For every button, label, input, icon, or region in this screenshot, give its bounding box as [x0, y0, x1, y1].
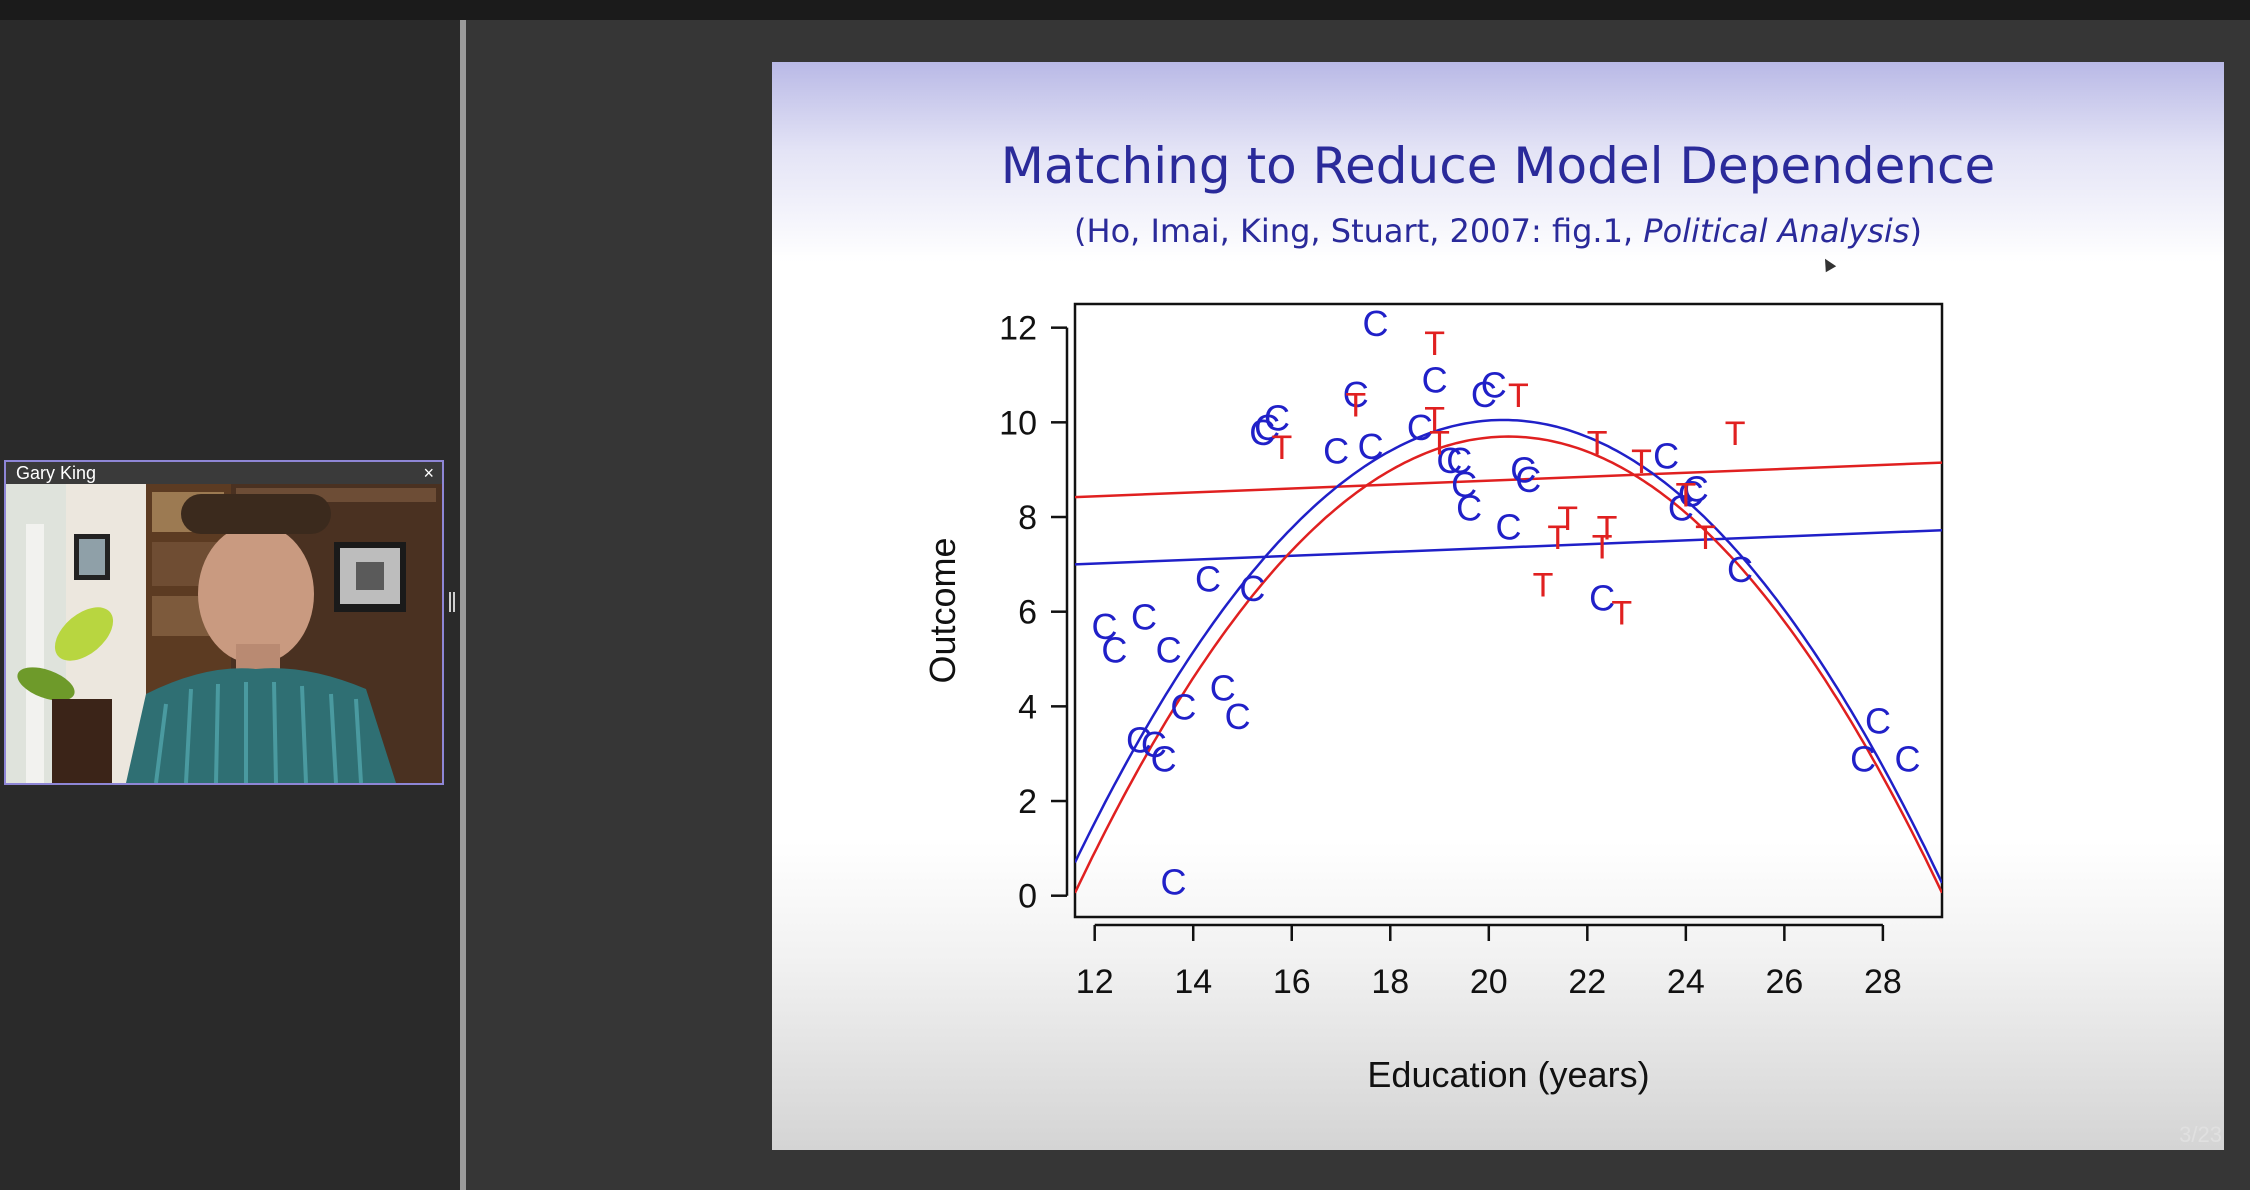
treated-point: T	[1272, 429, 1293, 467]
x-tick-label: 18	[1371, 963, 1409, 1001]
control-point: C	[1481, 364, 1507, 405]
control-point: C	[1126, 719, 1152, 760]
x-tick-label: 12	[1076, 963, 1114, 1001]
treated-point: T	[1695, 519, 1716, 557]
control-point: C	[1239, 568, 1265, 609]
control-point: C	[1170, 686, 1196, 727]
control-point: C	[1515, 459, 1541, 500]
treated-point: T	[1508, 377, 1529, 415]
control-point: C	[1407, 407, 1433, 448]
control-point: C	[1850, 738, 1876, 779]
y-tick-label: 2	[1018, 783, 1037, 821]
control-quadratic-fit	[1075, 418, 1942, 884]
control-point: C	[1101, 630, 1127, 671]
treated-point: T	[1547, 519, 1568, 557]
treated-point: T	[1597, 509, 1618, 547]
control-point: C	[1092, 606, 1118, 647]
participants-panel: Gary King ×	[0, 20, 460, 1190]
x-axis-label: Education (years)	[1367, 1054, 1649, 1095]
control-point: C	[1156, 630, 1182, 671]
control-point: C	[1436, 440, 1462, 481]
speaker-video-image	[6, 484, 442, 783]
treated-point: T	[1611, 595, 1632, 633]
treated-point: T	[1587, 424, 1608, 462]
control-point: C	[1456, 488, 1482, 529]
treated-point: T	[1424, 325, 1445, 363]
subtitle-suffix: )	[1909, 212, 1922, 250]
x-tick-label: 24	[1667, 963, 1705, 1001]
control-point: C	[1727, 549, 1753, 590]
control-point: C	[1323, 431, 1349, 472]
control-point: C	[1151, 738, 1177, 779]
x-tick-label: 22	[1568, 963, 1606, 1001]
close-icon[interactable]: ×	[423, 463, 434, 483]
treated-point: T	[1345, 386, 1366, 424]
control-point: C	[1343, 374, 1369, 415]
control-linear-fit	[1075, 529, 1942, 566]
treated-point: T	[1429, 424, 1450, 462]
control-point: C	[1422, 360, 1448, 401]
control-point: C	[1653, 435, 1679, 476]
video-title-bar: Gary King ×	[6, 462, 442, 484]
treated-quadratic-fit	[1075, 435, 1942, 894]
x-tick-label: 26	[1765, 963, 1803, 1001]
x-tick-label: 28	[1864, 963, 1902, 1001]
control-point: C	[1249, 412, 1275, 453]
control-point: C	[1210, 667, 1236, 708]
y-tick-label: 6	[1018, 594, 1037, 632]
treated-linear-fit	[1075, 461, 1942, 499]
y-tick-label: 12	[999, 310, 1037, 348]
treated-point: T	[1557, 500, 1578, 538]
participant-video-tile[interactable]: Gary King ×	[4, 460, 444, 785]
control-point: C	[1161, 861, 1187, 902]
control-point: C	[1131, 596, 1157, 637]
treated-point: T	[1631, 443, 1652, 481]
divider-drag-handle[interactable]	[449, 592, 457, 612]
y-tick-label: 4	[1018, 688, 1037, 726]
treated-point: T	[1725, 415, 1746, 453]
x-tick-label: 14	[1174, 963, 1212, 1001]
treated-point: T	[1592, 528, 1613, 566]
panel-divider[interactable]	[460, 20, 466, 1190]
x-tick-label: 16	[1273, 963, 1311, 1001]
plot-frame	[1073, 302, 1944, 919]
treated-point: T	[1675, 476, 1696, 514]
control-point: C	[1510, 450, 1536, 491]
control-point: C	[1358, 426, 1384, 467]
y-tick-label: 8	[1018, 499, 1037, 537]
slide-page-counter: 3/23	[2179, 1122, 2222, 1147]
treated-point: T	[1424, 401, 1445, 439]
control-point: C	[1683, 469, 1709, 510]
subtitle-journal: Political Analysis	[1643, 212, 1910, 250]
control-point: C	[1589, 577, 1615, 618]
control-point: C	[1141, 724, 1167, 765]
y-axis-label: Outcome	[922, 537, 963, 683]
control-point: C	[1225, 696, 1251, 737]
y-tick-label: 0	[1018, 878, 1037, 916]
participant-name: Gary King	[16, 463, 97, 483]
control-point: C	[1446, 440, 1472, 481]
top-bar	[0, 0, 2250, 20]
control-point: C	[1496, 506, 1522, 547]
video-feed	[6, 484, 442, 783]
control-point: C	[1264, 398, 1290, 439]
subtitle-prefix: (Ho, Imai, King, Stuart, 2007: fig.1,	[1074, 212, 1644, 250]
y-tick-label: 10	[999, 404, 1037, 442]
treated-point: T	[1533, 566, 1554, 604]
control-point: C	[1471, 374, 1497, 415]
control-point: C	[1195, 559, 1221, 600]
control-point: C	[1451, 464, 1477, 505]
presentation-slide: Matching to Reduce Model Dependence (Ho,…	[772, 62, 2224, 1150]
control-point: C	[1668, 488, 1694, 529]
slide-subtitle: (Ho, Imai, King, Stuart, 2007: fig.1, Po…	[772, 212, 2224, 250]
control-point: C	[1865, 701, 1891, 742]
control-point: C	[1678, 473, 1704, 514]
control-point: C	[1362, 303, 1388, 344]
slide-title: Matching to Reduce Model Dependence	[1000, 137, 1996, 195]
control-point: C	[1895, 738, 1921, 779]
control-point: C	[1254, 407, 1280, 448]
x-tick-label: 20	[1470, 963, 1508, 1001]
